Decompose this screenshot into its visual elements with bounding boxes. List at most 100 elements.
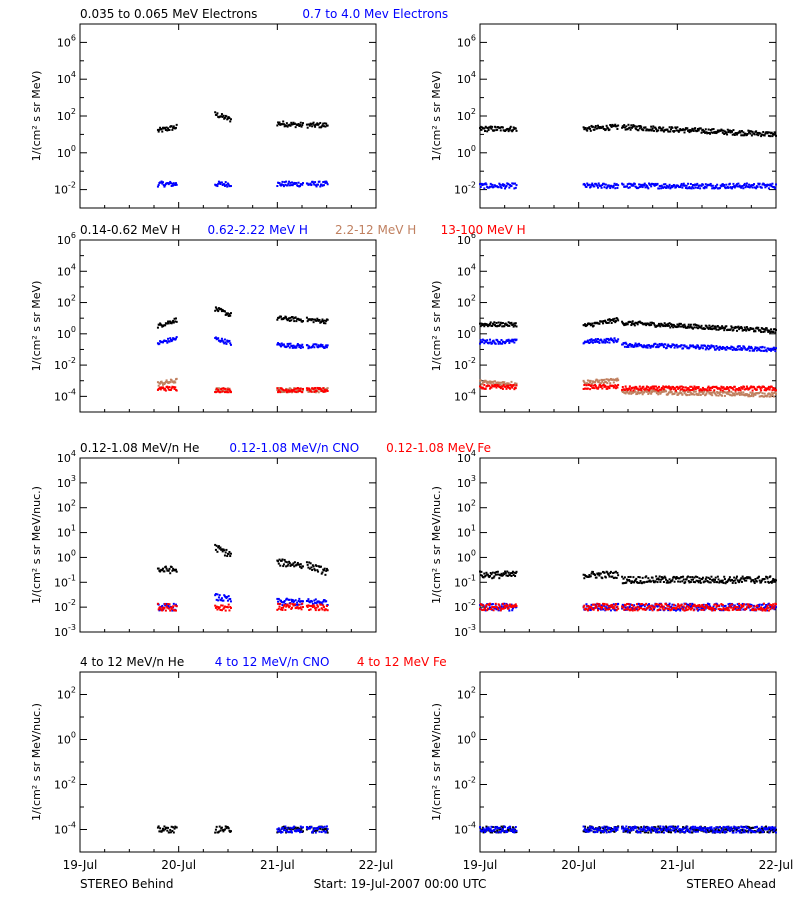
- data-point: [626, 828, 629, 831]
- data-point: [224, 551, 227, 554]
- data-point: [585, 384, 588, 387]
- data-point: [491, 380, 494, 383]
- data-point: [617, 338, 620, 341]
- data-point: [588, 342, 591, 345]
- data-point: [770, 349, 773, 352]
- data-point: [600, 607, 603, 610]
- data-point: [299, 829, 302, 832]
- data-point: [285, 830, 288, 833]
- data-point: [668, 183, 671, 186]
- data-point: [651, 609, 654, 612]
- data-point: [479, 325, 482, 328]
- data-point: [628, 385, 631, 388]
- data-point: [689, 605, 692, 608]
- data-point: [667, 831, 670, 834]
- data-point: [490, 185, 493, 188]
- data-point: [591, 184, 594, 187]
- data-point: [629, 603, 632, 606]
- data-point: [688, 393, 691, 396]
- data-point: [704, 826, 707, 829]
- data-point: [172, 380, 175, 383]
- data-point: [315, 602, 318, 605]
- data-point: [499, 574, 502, 577]
- data-point: [704, 344, 707, 347]
- data-point: [693, 393, 696, 396]
- data-point: [612, 184, 615, 187]
- data-point: [739, 131, 742, 134]
- data-point: [722, 825, 725, 828]
- panel-frame: [79, 457, 377, 633]
- data-point: [221, 829, 224, 832]
- data-point: [300, 608, 303, 611]
- data-point: [597, 605, 600, 608]
- data-point: [735, 184, 738, 187]
- data-point: [728, 129, 731, 132]
- data-point: [156, 826, 159, 829]
- data-point: [701, 386, 704, 389]
- data-point: [655, 828, 658, 831]
- data-point: [317, 827, 320, 830]
- data-point: [726, 133, 729, 136]
- data-point: [714, 831, 717, 834]
- data-point: [709, 391, 712, 394]
- data-point: [325, 600, 328, 603]
- data-point: [674, 577, 677, 580]
- data-point: [588, 830, 591, 833]
- data-point: [314, 184, 317, 187]
- data-point: [228, 388, 231, 391]
- data-point: [160, 830, 163, 833]
- data-point: [617, 574, 620, 577]
- data-point: [512, 573, 515, 576]
- data-point: [164, 602, 167, 605]
- data-point: [673, 580, 676, 583]
- data-point: [311, 606, 314, 609]
- data-point: [158, 323, 161, 326]
- data-point: [506, 570, 509, 573]
- data-point: [773, 387, 776, 390]
- data-point: [221, 390, 224, 393]
- data-point: [704, 128, 707, 131]
- data-point: [720, 185, 723, 188]
- data-point: [280, 601, 283, 604]
- data-point: [661, 577, 664, 580]
- data-point: [225, 827, 228, 830]
- data-point: [489, 602, 492, 605]
- data-point: [223, 606, 226, 609]
- data-point: [277, 597, 280, 600]
- data-point: [307, 604, 310, 607]
- data-point: [507, 183, 510, 186]
- data-point: [756, 185, 759, 188]
- data-point: [694, 345, 697, 348]
- data-point: [301, 343, 304, 346]
- data-point: [305, 387, 308, 390]
- data-point: [631, 390, 634, 393]
- data-point: [675, 343, 678, 346]
- data-point: [491, 324, 494, 327]
- data-point: [711, 828, 714, 831]
- data-point: [323, 567, 326, 570]
- data-point: [688, 186, 691, 189]
- data-point: [748, 603, 751, 606]
- data-point: [290, 181, 293, 184]
- data-point: [290, 598, 293, 601]
- data-point: [295, 182, 298, 185]
- data-point: [760, 607, 763, 610]
- data-point: [760, 349, 763, 352]
- data-point: [761, 827, 764, 830]
- data-point: [632, 828, 635, 831]
- data-point: [642, 603, 645, 606]
- data-point: [648, 579, 651, 582]
- data-point: [506, 605, 509, 608]
- data-point: [590, 603, 593, 606]
- data-point: [745, 830, 748, 833]
- data-point: [677, 608, 680, 611]
- data-point: [589, 338, 592, 341]
- data-point: [650, 129, 653, 132]
- data-point: [697, 386, 700, 389]
- data-point: [709, 581, 712, 584]
- data-point: [216, 608, 219, 611]
- data-point: [657, 324, 660, 327]
- data-point: [691, 388, 694, 391]
- data-point: [768, 603, 771, 606]
- data-point: [652, 183, 655, 186]
